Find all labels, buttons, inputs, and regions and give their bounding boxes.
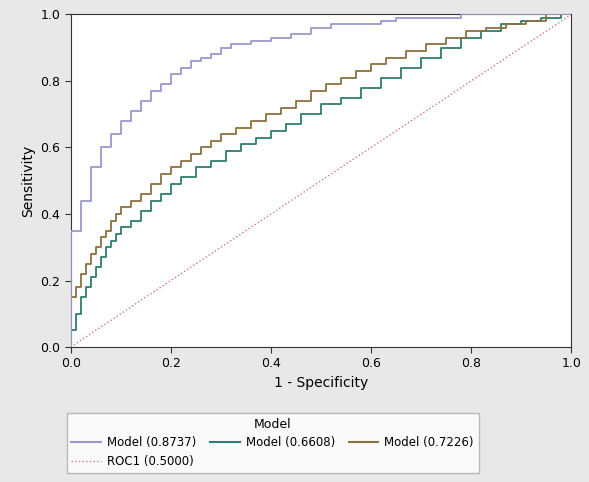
Y-axis label: Sensitivity: Sensitivity (21, 145, 35, 217)
Legend: Model (0.8737), ROC1 (0.5000), Model (0.6608), Model (0.7226): Model (0.8737), ROC1 (0.5000), Model (0.… (67, 413, 479, 473)
X-axis label: 1 - Specificity: 1 - Specificity (274, 376, 368, 390)
